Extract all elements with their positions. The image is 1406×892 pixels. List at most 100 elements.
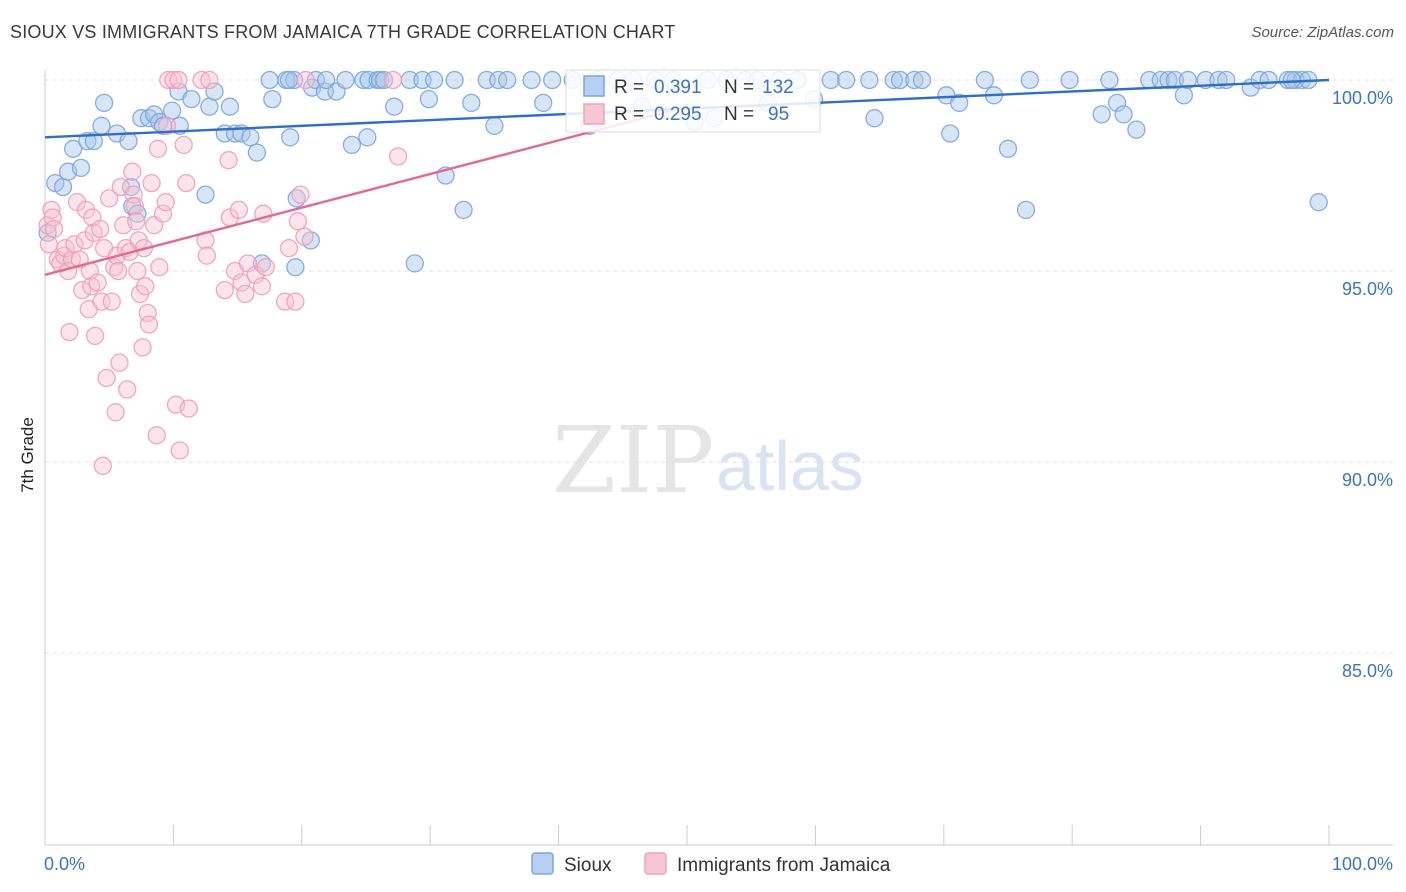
point-jamaica-31 [102,292,121,311]
point-sioux-67 [485,116,504,135]
point-jamaica-73 [215,280,234,300]
point-sioux-56 [385,97,404,116]
point-sioux-5 [71,158,91,178]
point-jamaica-78 [232,273,251,292]
point-jamaica-88 [288,212,308,231]
y-tick-labels: 100.0% 95.0% 90.0% 85.0% [1332,88,1393,681]
point-sioux-8 [92,116,111,135]
point-sioux-97 [890,70,910,90]
point-jamaica-45 [128,261,147,281]
point-sioux-112 [1114,105,1133,124]
point-jamaica-62 [164,70,183,90]
point-sioux-4 [64,139,83,158]
point-sioux-106 [1016,200,1036,220]
point-jamaica-59 [156,193,175,212]
point-sioux-99 [912,70,932,90]
point-jamaica-2 [42,200,61,220]
point-sioux-108 [1060,70,1079,90]
point-jamaica-26 [92,292,111,311]
bottom-legend-swatch-jamaica [644,852,667,875]
point-jamaica-89 [291,185,310,204]
point-jamaica-4 [44,219,64,239]
point-sioux-107 [1020,70,1039,90]
point-jamaica-94 [127,212,146,231]
y-tick-label-85: 85.0% [1342,661,1393,681]
point-jamaica-57 [150,258,169,277]
point-jamaica-30 [100,189,119,208]
point-jamaica-42 [123,162,142,181]
point-sioux-60 [419,89,439,109]
point-jamaica-90 [295,227,314,246]
point-sioux-95 [865,109,884,128]
legend-r-label-jamaica: R = [614,104,644,125]
grid-lines [45,79,1393,654]
point-sioux-35 [263,89,282,109]
legend-swatch-sioux [583,75,605,97]
point-sioux-92 [821,70,840,90]
point-sioux-70 [522,70,541,90]
point-jamaica-33 [106,403,125,422]
point-jamaica-93 [388,147,408,166]
point-jamaica-44 [125,196,145,216]
point-jamaica-86 [279,238,299,258]
point-jamaica-40 [118,380,137,399]
y-tick-label-95: 95.0% [1342,279,1393,299]
point-jamaica-69 [192,70,211,90]
point-jamaica-71 [197,246,216,265]
legend-r-value-jamaica: 0.295 [654,104,702,125]
point-sioux-96 [884,70,903,90]
point-jamaica-23 [85,326,105,346]
point-jamaica-29 [97,368,116,388]
point-jamaica-77 [229,200,249,220]
point-jamaica-60 [157,116,177,135]
point-jamaica-68 [179,399,198,418]
source-label: Source: ZipAtlas.com [1251,24,1394,41]
point-sioux-126 [1278,70,1298,90]
point-sioux-6 [78,131,97,151]
point-jamaica-50 [136,277,155,296]
bottom-legend-swatch-sioux [531,852,554,875]
point-jamaica-84 [256,258,275,277]
bottom-legend-label-sioux: Sioux [564,855,612,876]
point-jamaica-65 [170,441,189,460]
point-jamaica-24 [88,273,107,292]
point-sioux-28 [220,97,240,116]
point-sioux-131 [1282,70,1301,90]
point-jamaica-82 [252,277,272,296]
point-jamaica-87 [286,292,305,311]
y-tick-label-100: 100.0% [1332,88,1393,108]
point-sioux-125 [1259,70,1278,90]
point-jamaica-74 [219,151,238,170]
point-sioux-65 [462,93,481,113]
stats-legend-box [565,69,821,133]
point-jamaica-85 [275,292,295,311]
point-jamaica-55 [147,426,166,445]
point-jamaica-72 [200,70,219,90]
point-jamaica-1 [39,235,59,254]
point-jamaica-25 [91,219,110,239]
point-jamaica-8 [56,238,75,258]
chart-title: SIOUX VS IMMIGRANTS FROM JAMAICA 7TH GRA… [10,22,676,42]
point-sioux-40 [286,258,305,277]
legend-r-value-sioux: 0.391 [654,77,702,98]
point-sioux-64 [454,200,473,220]
point-sioux-111 [1107,93,1127,113]
point-jamaica-53 [142,173,161,193]
x-tick-label-max: 100.0% [1332,854,1393,874]
point-sioux-118 [1174,86,1194,105]
legend-n-label-sioux: N = [724,77,754,98]
point-jamaica-79 [236,284,255,304]
point-jamaica-48 [133,338,152,357]
point-sioux-33 [247,143,267,162]
point-sioux-46 [317,70,336,90]
point-jamaica-27 [93,456,112,475]
point-sioux-101 [941,124,960,143]
point-sioux-20 [162,101,182,120]
point-jamaica-36 [110,353,129,372]
point-jamaica-91 [296,70,315,90]
point-jamaica-56 [148,139,168,158]
point-sioux-72 [543,70,562,90]
axes [44,70,1393,846]
point-jamaica-35 [109,261,128,281]
point-jamaica-58 [153,204,173,223]
